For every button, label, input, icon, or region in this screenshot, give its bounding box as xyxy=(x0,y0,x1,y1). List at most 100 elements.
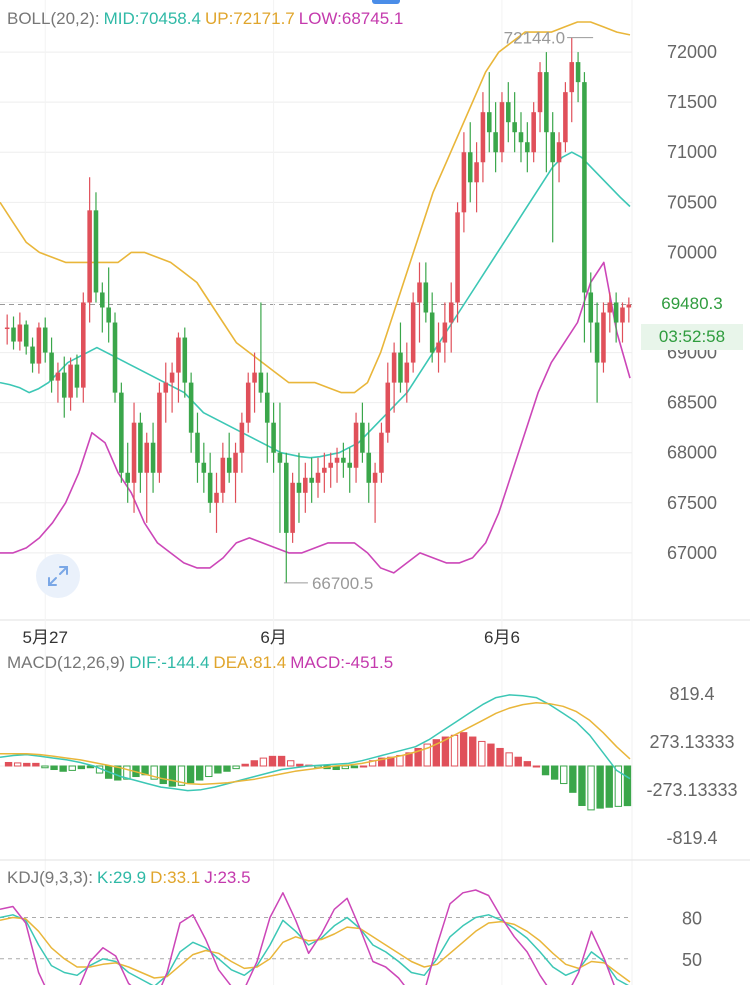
price-tick-label: 71500 xyxy=(667,92,717,112)
price-tick-label: 67500 xyxy=(667,493,717,513)
candle-body xyxy=(410,302,416,363)
macd-histogram-bar xyxy=(287,760,295,767)
boll-mid: MID:70458.4 xyxy=(103,9,201,28)
candle-body xyxy=(518,132,524,143)
kdj-j-line xyxy=(0,889,615,985)
candle-body xyxy=(258,372,264,393)
time-label: 6月6 xyxy=(484,628,520,647)
macd-name: MACD(12,26,9) xyxy=(7,653,126,672)
boll-name: BOLL(20,2): xyxy=(7,9,100,28)
candle-body xyxy=(575,62,581,83)
boll-upper-line xyxy=(0,21,631,394)
candle-body xyxy=(138,422,143,473)
max-price-label: 72144.0 xyxy=(504,29,565,48)
candle-body xyxy=(537,72,543,113)
candle-body xyxy=(226,457,232,473)
candle-body xyxy=(620,307,625,323)
boll-bands xyxy=(0,21,631,574)
price-tick-label: 71000 xyxy=(667,142,717,162)
macd-histogram-bar xyxy=(450,734,459,767)
candle-body xyxy=(30,346,35,364)
kdj-d: D:33.1 xyxy=(150,868,201,887)
candle-body xyxy=(512,122,517,133)
macd-histogram-bar xyxy=(296,763,304,767)
macd-histogram-bar xyxy=(623,765,632,807)
macd-histogram-bar xyxy=(496,747,504,767)
kdj-k: K:29.9 xyxy=(96,868,147,887)
candle-body xyxy=(55,372,61,381)
time-label: 6月 xyxy=(260,628,286,647)
candle-body xyxy=(315,472,321,483)
kdj-d-line xyxy=(0,916,631,983)
macd-histogram-bar xyxy=(50,765,58,771)
candle-body xyxy=(42,327,48,353)
macd-histogram-bar xyxy=(32,762,40,767)
candle-body xyxy=(49,352,54,381)
candle-body xyxy=(4,327,10,330)
candle-body xyxy=(328,462,333,468)
macd-histogram-bar xyxy=(523,761,532,767)
candle-body xyxy=(163,382,169,393)
candle-body xyxy=(214,492,219,503)
expand-button[interactable] xyxy=(36,554,80,598)
candle-body xyxy=(467,152,473,183)
top-handle[interactable] xyxy=(372,0,400,4)
candle-body xyxy=(607,302,613,313)
candle-body xyxy=(563,92,568,143)
candle-body xyxy=(322,467,327,473)
candle-body xyxy=(233,452,238,473)
candle-body xyxy=(626,304,632,308)
candle-body xyxy=(379,432,384,473)
candle-body xyxy=(594,322,600,363)
macd-histogram-bar xyxy=(259,757,268,767)
time-axis: 5月27 6月 6月6 xyxy=(23,628,520,647)
candle-body xyxy=(93,210,99,293)
macd-histogram-bar xyxy=(250,760,258,767)
macd-histogram-bar xyxy=(514,756,522,767)
price-tick-label: 68500 xyxy=(667,393,717,413)
macd-histogram-bar xyxy=(414,747,422,767)
candle-body xyxy=(100,292,105,308)
candle-body xyxy=(455,212,460,303)
kdj-k-line xyxy=(0,914,629,985)
kdj-tick-label: 80 xyxy=(682,909,702,929)
macd-histogram-bar xyxy=(423,743,431,767)
kdj-panel: 80 50 xyxy=(0,889,702,985)
time-label: 5月27 xyxy=(23,628,68,647)
boll-mid-line xyxy=(0,151,631,459)
candle-body xyxy=(480,112,486,163)
price-tick-label: 70500 xyxy=(667,192,717,212)
macd-histogram-bar xyxy=(159,765,167,785)
candlesticks xyxy=(4,37,632,583)
macd-histogram-bar xyxy=(68,765,76,771)
candle-body xyxy=(499,102,505,153)
price-tick-label: 67000 xyxy=(667,543,717,563)
candle-body xyxy=(74,364,80,388)
macd-histogram-bar xyxy=(168,765,177,787)
candle-body xyxy=(131,422,137,483)
macd-dif: DIF:-144.4 xyxy=(129,653,210,672)
candle-body xyxy=(106,307,111,323)
kdj-tick-label: 50 xyxy=(682,950,702,970)
candle-body xyxy=(372,472,378,483)
macd-histogram-bar xyxy=(560,765,568,785)
candle-body xyxy=(119,392,124,473)
candle-body xyxy=(201,462,207,473)
macd-histogram-bar xyxy=(77,765,86,770)
macd-histogram-bar xyxy=(13,762,22,767)
macd-value: MACD:-451.5 xyxy=(290,653,394,672)
candle-body xyxy=(81,302,86,388)
candle-body xyxy=(417,282,422,303)
candle-body xyxy=(391,352,397,383)
boll-up: UP:72171.7 xyxy=(204,9,295,28)
macd-histogram-bar xyxy=(223,765,231,772)
macd-histogram-bar xyxy=(241,763,249,767)
candle-body xyxy=(23,324,29,347)
price-axis: 6700067500680006850069000695007000070500… xyxy=(667,42,717,563)
candle-body xyxy=(404,362,410,383)
macd-histogram-bar xyxy=(23,762,31,767)
macd-histogram-bar xyxy=(150,765,158,780)
candle-body xyxy=(264,392,270,423)
